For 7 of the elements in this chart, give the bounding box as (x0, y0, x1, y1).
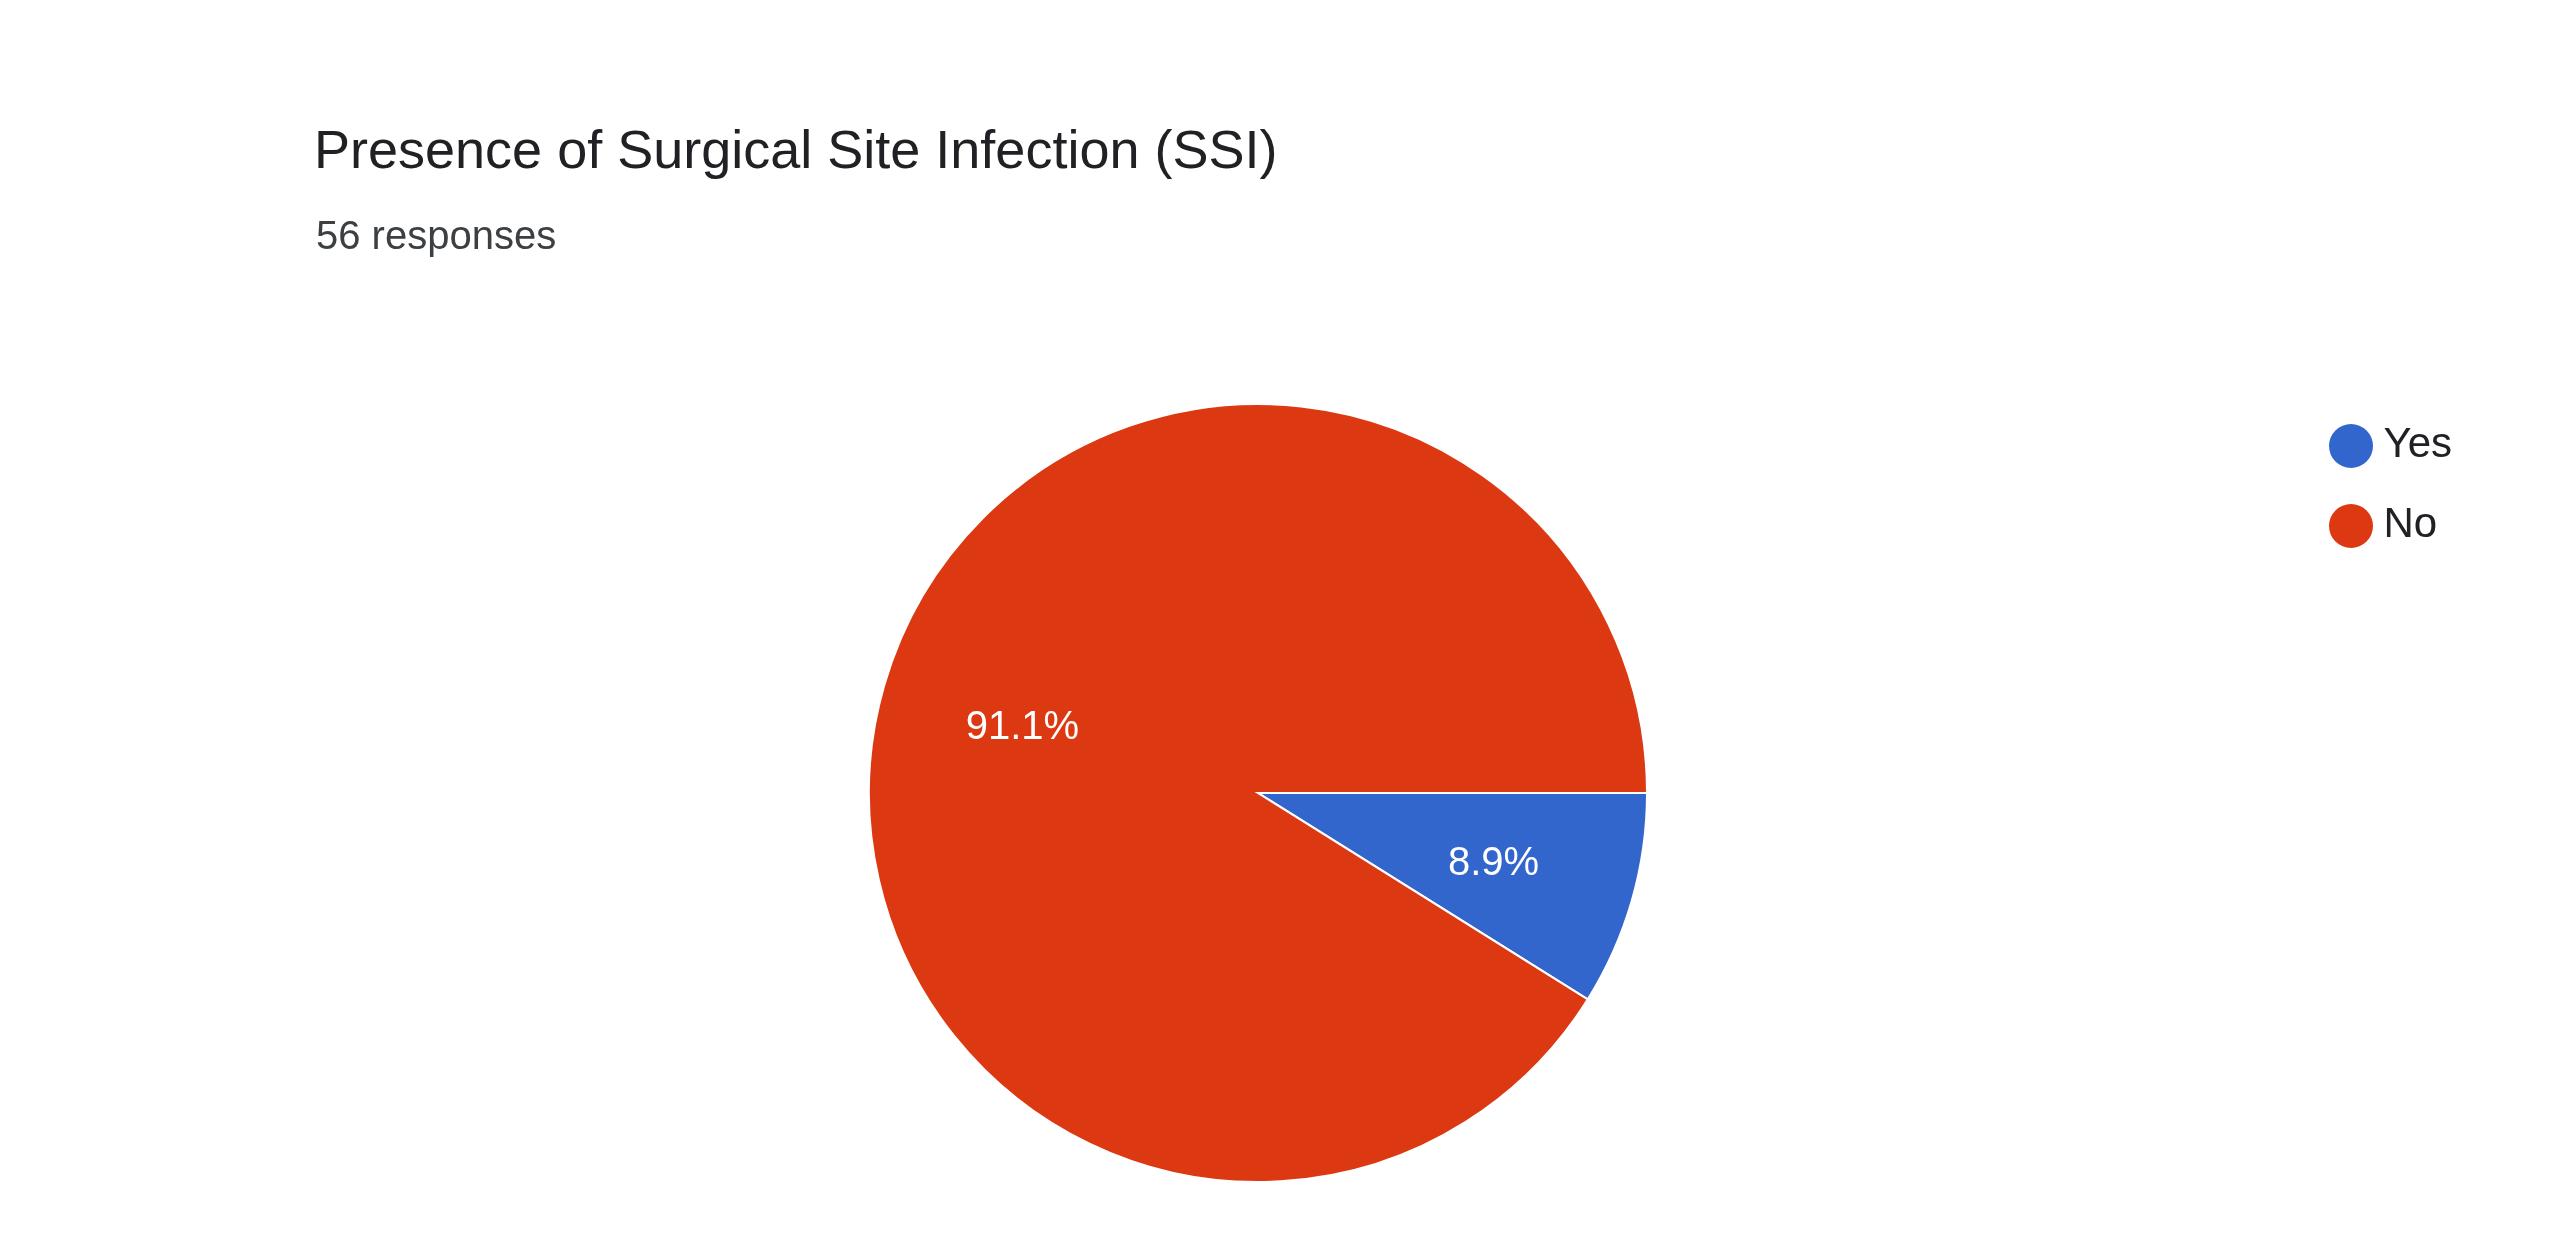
data-label: 8.9% (1447, 838, 1540, 883)
text: 56 responses (316, 213, 557, 258)
legend-label: Yes (2383, 419, 2452, 466)
chart-title: Presence of Surgical Site Infection (SSI) (314, 118, 1278, 180)
data-label: 91.1% (965, 703, 1080, 748)
legend-label: No (2383, 499, 2438, 546)
pie-slice (868, 403, 1648, 1183)
